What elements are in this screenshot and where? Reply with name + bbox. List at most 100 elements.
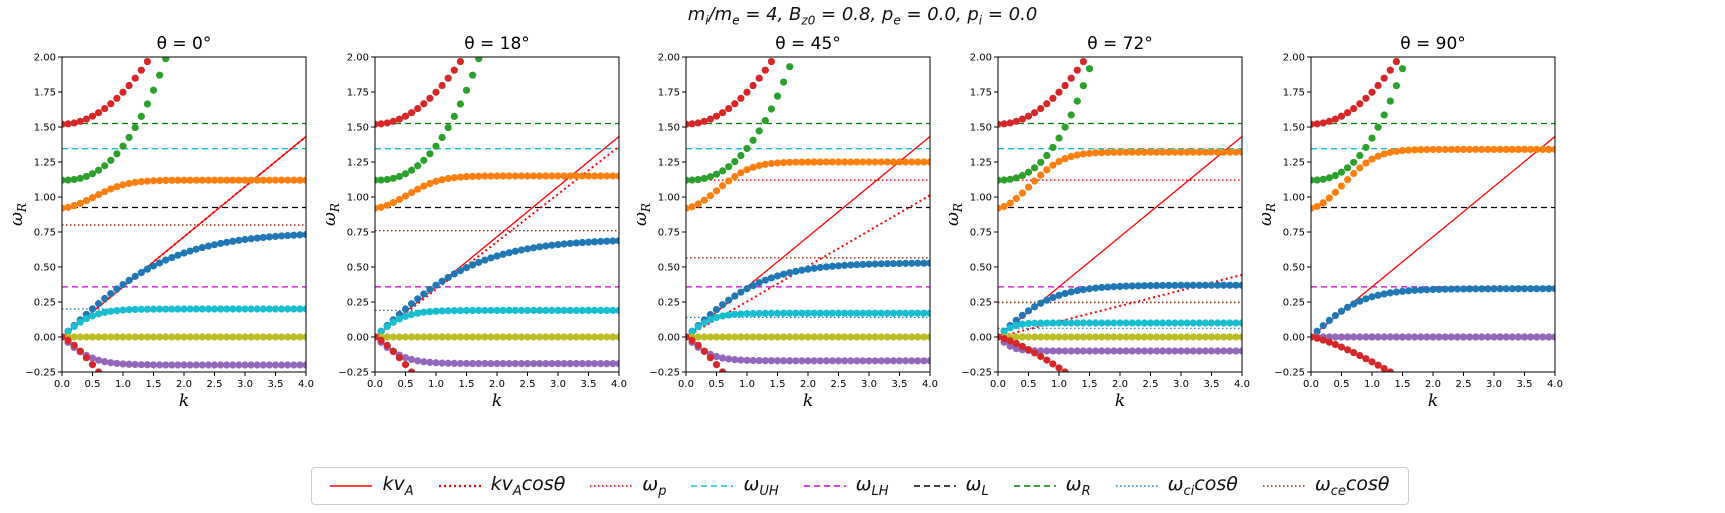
point-orange [259,176,267,184]
point-cyan [444,307,452,315]
point-purple [810,357,818,365]
point-cyan [1226,319,1234,327]
point-purple [914,357,922,365]
point-green [1313,176,1321,184]
point-cyan [1165,319,1173,327]
point-olive [908,333,916,341]
point-purple [1368,333,1376,341]
legend-item: ωUH [691,473,779,499]
point-cyan [548,306,556,315]
point-red [1012,117,1020,125]
point-purple [1079,347,1087,355]
point-orange [511,172,519,180]
point-green [755,127,763,135]
point-blue [926,259,930,267]
x-tick-label: 1.5 [146,379,162,390]
point-blue [749,281,757,290]
point-orange [143,177,151,185]
point-red [432,88,440,96]
point-red [456,57,464,66]
x-tick-label: 2.5 [1456,379,1472,390]
point-red-negative [1313,334,1321,342]
point-purple [591,359,599,368]
point-blue [1037,299,1045,307]
point-cyan [253,305,261,313]
point-blue [505,249,513,257]
kvA-line [686,136,930,338]
point-cyan [125,306,133,314]
point-olive [389,333,397,341]
point-cyan [401,312,410,320]
point-purple [1356,333,1364,341]
point-cyan [162,305,170,313]
point-green [88,170,97,178]
point-purple [1435,333,1443,341]
point-red [1311,120,1315,128]
point-red [1319,119,1327,127]
point-orange [383,201,391,209]
point-olive [186,333,194,341]
point-purple [725,355,733,363]
point-purple [530,359,538,368]
point-red-negative [1350,349,1358,357]
point-olive [241,333,249,341]
point-olive [259,333,267,341]
point-red-negative [1043,356,1051,364]
point-cyan [1031,319,1039,327]
point-olive [755,333,763,341]
point-blue [1319,322,1327,330]
point-blue [1085,285,1094,293]
point-blue [95,300,103,308]
point-orange [1484,145,1492,154]
point-orange [1018,189,1026,197]
point-orange [1423,145,1431,154]
point-orange [1398,146,1407,155]
point-blue [706,311,715,319]
point-purple [1195,347,1203,355]
point-blue [786,269,794,277]
point-green [1061,123,1069,131]
point-orange [706,192,715,200]
point-purple [101,358,109,366]
point-cyan [469,306,477,315]
point-olive [95,333,103,341]
point-cyan [389,318,397,326]
point-green [1319,175,1327,183]
point-red-negative [1061,368,1069,372]
point-olive [1073,333,1081,341]
point-blue [914,259,922,267]
point-purple [1508,333,1516,341]
point-orange [1195,148,1203,156]
point-cyan [792,309,800,317]
point-green [432,142,440,150]
point-cyan [1098,319,1106,327]
point-purple [1043,347,1051,355]
point-green [1392,82,1400,90]
point-purple [1362,333,1370,341]
point-blue [871,260,879,268]
point-olive [773,333,782,341]
x-tick-label: 1.0 [1051,379,1067,390]
point-orange [456,173,464,181]
point-blue [853,261,861,269]
point-olive [444,333,452,341]
point-green [1049,143,1057,152]
point-blue [877,260,885,268]
point-orange [1539,145,1547,153]
point-blue [1423,286,1431,294]
point-olive [828,333,837,341]
point-green [70,175,78,184]
point-cyan [1049,319,1057,327]
point-cyan [1183,319,1191,327]
point-blue [253,234,261,242]
point-red-negative [389,347,397,355]
point-green [998,176,1002,184]
y-tick-label: 0.25 [658,298,680,309]
point-orange [247,176,255,184]
point-red [1067,74,1075,82]
point-cyan [566,306,574,315]
point-orange [572,172,580,180]
point-orange [401,192,410,200]
point-orange [76,199,84,207]
point-orange [889,158,898,166]
